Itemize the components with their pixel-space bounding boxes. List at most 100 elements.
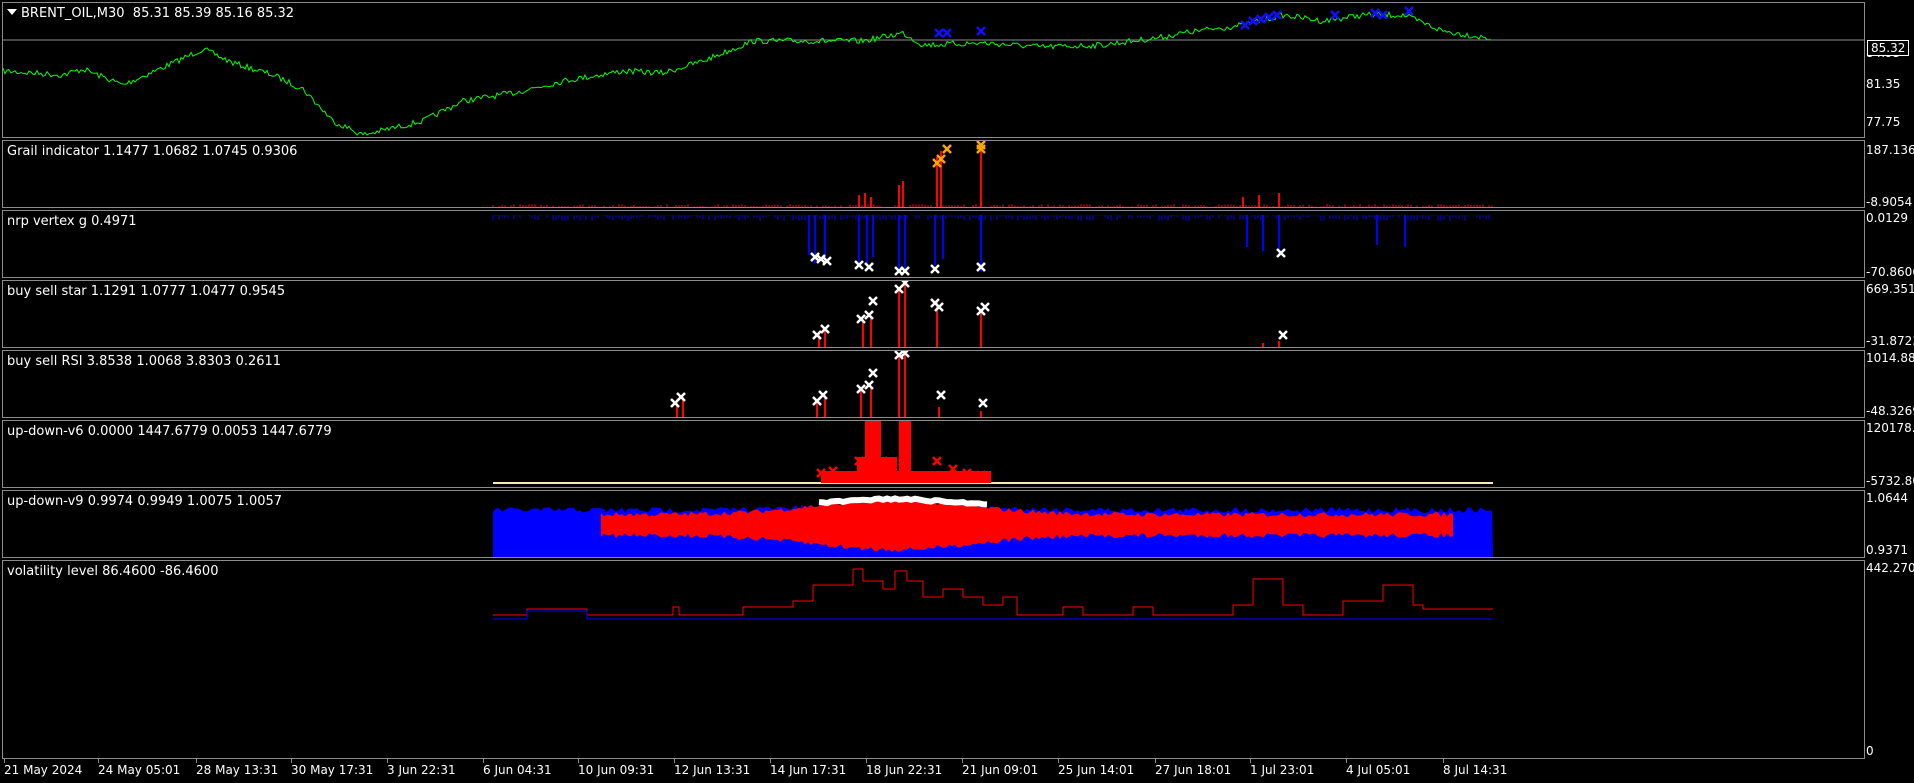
time-label: 21 May 2024	[4, 763, 83, 777]
nrp-scale-bottom: -70.8606	[1866, 265, 1914, 279]
indicator-cross-marker	[864, 380, 874, 390]
v6-cross-marker	[816, 468, 826, 478]
current-price-tag: 85.32	[1867, 40, 1910, 56]
indicator-cross-marker	[900, 351, 910, 358]
time-tick	[1155, 759, 1156, 763]
indicator-cross-marker	[856, 314, 866, 324]
bss-histogram	[812, 281, 1288, 347]
main-scale-3: 77.75	[1866, 115, 1901, 129]
signal-cross-marker	[1330, 10, 1340, 20]
main-chart-title: BRENT_OIL,M30 85.31 85.39 85.16 85.32	[7, 6, 294, 21]
rsi-title: buy sell RSI 3.8538 1.0068 3.8303 0.2611	[7, 354, 282, 369]
time-axis: 21 May 2024 24 May 05:01 28 May 13:31 30 Ma…	[0, 759, 1914, 783]
bss-pane[interactable]: buy sell star 1.1291 1.0777 1.0477 0.954…	[2, 280, 1865, 348]
ohlc-label: 85.31 85.39 85.16 85.32	[132, 6, 295, 21]
v6-spike	[865, 421, 881, 483]
rsi-pane[interactable]: buy sell RSI 3.8538 1.0068 3.8303 0.2611	[2, 350, 1865, 418]
time-tick	[4, 759, 5, 763]
v6-cross-marker	[854, 456, 864, 466]
indicator-cross-marker	[864, 310, 874, 320]
indicator-cross-marker	[810, 252, 820, 262]
indicator-cross-marker	[854, 260, 864, 270]
v6-title: up-down-v6 0.0000 1447.6779 0.0053 1447.…	[7, 424, 332, 439]
nrp-pane[interactable]: nrp vertex g 0.4971	[2, 210, 1865, 278]
time-tick	[578, 759, 579, 763]
indicator-cross-marker	[980, 302, 990, 312]
time-label: 21 Jun 09:01	[962, 763, 1039, 777]
grail-scale-top: 187.136	[1866, 143, 1914, 157]
time-tick	[291, 759, 292, 763]
signal-cross-marker	[1264, 12, 1274, 22]
grail-scale-bottom: -8.9054	[1866, 195, 1913, 209]
signal-cross-marker	[1378, 10, 1388, 20]
time-label: 18 Jun 22:31	[866, 763, 943, 777]
signal-cross-marker	[1256, 14, 1266, 24]
time-label: 25 Jun 14:01	[1058, 763, 1135, 777]
v6-cross-marker	[948, 464, 958, 474]
time-label: 1 Jul 23:01	[1250, 763, 1315, 777]
nrp-title: nrp vertex g 0.4971	[7, 214, 137, 229]
v6-histogram	[493, 421, 1493, 484]
v9-title: up-down-v9 0.9974 0.9949 1.0075 1.0057	[7, 494, 283, 509]
indicator-cross-marker	[976, 262, 986, 272]
volatility-red-line	[493, 568, 1493, 616]
symbol-label: BRENT_OIL,M30	[21, 6, 125, 21]
indicator-cross-marker	[976, 141, 986, 150]
vol-pane[interactable]: volatility level 86.4600 -86.4600	[2, 560, 1865, 759]
v6-cross-marker	[898, 456, 908, 466]
indicator-cross-marker	[822, 256, 832, 266]
main-scale-2: 81.35	[1866, 77, 1901, 91]
v6-cross-marker	[932, 456, 942, 466]
grail-pane[interactable]: Grail indicator 1.1477 1.0682 1.0745 0.9…	[2, 140, 1865, 208]
indicator-cross-marker	[894, 351, 904, 360]
v9-pane[interactable]: up-down-v9 0.9974 0.9949 1.0075 1.0057	[2, 490, 1865, 558]
vol-scale-bottom: 0	[1866, 744, 1874, 758]
signal-cross-marker	[934, 28, 944, 38]
time-tick	[1346, 759, 1347, 763]
v6-scale-bottom: -5732.80	[1866, 474, 1914, 488]
price-series-line	[3, 10, 1491, 136]
v6-cross-marker	[962, 468, 972, 478]
time-label: 14 Jun 17:31	[770, 763, 847, 777]
volatility-blue-line	[493, 610, 1493, 620]
v6-cross-marker	[878, 456, 888, 466]
time-label: 4 Jul 05:01	[1346, 763, 1411, 777]
signal-cross-marker	[1370, 8, 1380, 18]
indicator-cross-marker	[930, 264, 940, 274]
time-tick	[483, 759, 484, 763]
v6-pane[interactable]: up-down-v6 0.0000 1447.6779 0.0053 1447.…	[2, 420, 1865, 488]
indicator-cross-marker	[978, 398, 988, 408]
nrp-scale-top: 0.0129	[1866, 211, 1908, 225]
time-label: 27 Jun 18:01	[1155, 763, 1232, 777]
time-tick	[866, 759, 867, 763]
time-tick	[674, 759, 675, 763]
time-label: 30 May 17:31	[291, 763, 374, 777]
nrp-histogram	[492, 215, 1493, 276]
indicator-cross-marker	[900, 266, 910, 276]
price-line-chart	[3, 6, 1864, 136]
v6-cross-marker	[828, 466, 838, 476]
signal-cross-marker	[1404, 6, 1414, 16]
time-label: 6 Jun 04:31	[483, 763, 552, 777]
vol-scale-top: 442.270	[1866, 561, 1914, 575]
time-tick	[196, 759, 197, 763]
indicator-cross-marker	[900, 281, 910, 288]
time-label: 10 Jun 09:31	[578, 763, 655, 777]
v9-scale-top: 1.0644	[1866, 491, 1908, 505]
collapse-triangle-icon[interactable]	[7, 9, 17, 15]
time-label: 24 May 05:01	[98, 763, 181, 777]
indicator-cross-marker	[934, 302, 944, 312]
vol-title: volatility level 86.4600 -86.4600	[7, 564, 219, 579]
indicator-cross-marker	[868, 296, 878, 306]
time-label: 3 Jun 22:31	[387, 763, 456, 777]
v6-spike	[899, 421, 911, 483]
time-tick	[387, 759, 388, 763]
indicator-cross-marker	[812, 330, 822, 340]
indicator-cross-marker	[936, 154, 946, 164]
time-tick	[962, 759, 963, 763]
signal-cross-marker	[942, 28, 952, 38]
main-chart-pane[interactable]: BRENT_OIL,M30 85.31 85.39 85.16 85.32	[2, 2, 1865, 138]
indicator-cross-marker	[936, 390, 946, 400]
indicator-cross-marker	[676, 392, 686, 402]
time-tick	[1250, 759, 1251, 763]
